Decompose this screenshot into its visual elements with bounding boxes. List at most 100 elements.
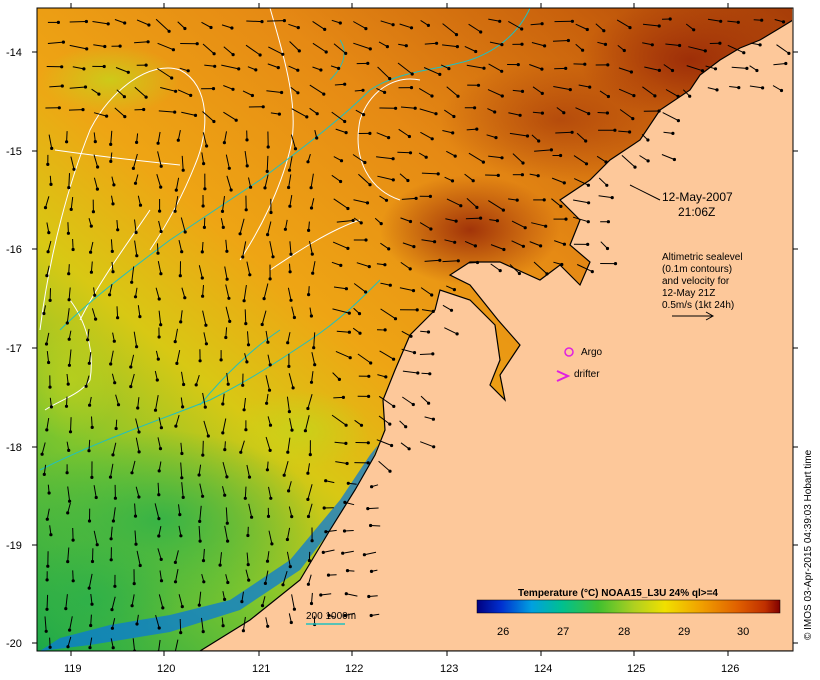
cool-patch (37, 320, 120, 440)
velocity-arrow (356, 262, 370, 268)
velocity-arrow (397, 151, 411, 154)
velocity-arrowhead (426, 23, 430, 27)
velocity-arrowhead (103, 44, 107, 49)
velocity-arrow (488, 63, 502, 72)
velocity-arrow (222, 461, 228, 478)
velocity-arrowhead (105, 114, 109, 118)
velocity-arrow (353, 21, 367, 30)
velocity-arrow (72, 66, 84, 70)
velocity-arrow (90, 614, 92, 626)
velocity-arrow (399, 23, 412, 29)
velocity-arrow (442, 23, 457, 35)
velocity-arrow (331, 111, 345, 122)
velocity-arrowhead (587, 112, 591, 116)
velocity-arrowhead (254, 68, 258, 72)
velocity-arrowhead (366, 461, 370, 465)
velocity-arrowhead (407, 134, 411, 139)
velocity-arrow (487, 89, 503, 97)
velocity-arrow (444, 239, 455, 243)
velocity-arrow (135, 418, 140, 433)
velocity-arrow (311, 371, 314, 383)
map-panel[interactable]: 12-May-2007 21:06Z Altimetric sealevel (… (0, 0, 800, 660)
velocity-arrow (132, 153, 138, 169)
velocity-arrowhead (159, 185, 163, 189)
velocity-arrow (288, 174, 292, 188)
velocity-arrowhead (632, 94, 636, 98)
velocity-arrowhead (518, 113, 522, 117)
velocity-arrowhead (122, 95, 126, 99)
velocity-arrowhead (784, 61, 788, 66)
velocity-arrowhead (287, 410, 291, 414)
velocity-arrow (307, 574, 312, 585)
velocity-arrow (731, 66, 747, 69)
velocity-arrowhead (277, 112, 281, 116)
velocity-arrow (446, 150, 456, 157)
velocity-arrowhead (297, 49, 301, 53)
velocity-arrowhead (545, 272, 549, 276)
velocity-arrowhead (368, 47, 372, 51)
velocity-arrow (376, 439, 392, 446)
velocity-arrowhead (715, 88, 719, 92)
velocity-arrow (688, 46, 706, 52)
velocity-arrow (289, 41, 300, 52)
velocity-arrow (202, 132, 208, 147)
velocity-arrowhead (296, 68, 300, 72)
velocity-arrow (195, 374, 200, 386)
velocity-arrow (199, 483, 204, 497)
velocity-arrowhead (201, 559, 206, 563)
velocity-arrowhead (481, 160, 485, 164)
velocity-arrowhead (204, 342, 208, 346)
velocity-arrow (137, 305, 141, 317)
velocity-arrowhead (416, 371, 420, 375)
velocity-arrowhead (713, 67, 718, 71)
velocity-arrow (489, 41, 503, 46)
velocity-arrow (266, 90, 282, 93)
velocity-arrowhead (431, 309, 435, 313)
velocity-arrowhead (393, 317, 398, 321)
velocity-arrow (331, 174, 341, 182)
velocity-arrow (247, 331, 249, 345)
velocity-arrowhead (271, 255, 275, 259)
velocity-arrowhead (205, 144, 209, 148)
velocity-arrow (157, 151, 162, 167)
velocity-arrowhead (176, 138, 180, 142)
velocity-arrow (346, 593, 358, 597)
velocity-arrowhead (390, 443, 394, 448)
lon-tick-label: 119 (64, 663, 82, 675)
velocity-arrowhead (178, 274, 182, 278)
velocity-arrow (490, 244, 505, 250)
velocity-arrowhead (280, 90, 284, 95)
velocity-arrowhead (742, 51, 746, 55)
velocity-arrow (311, 592, 313, 604)
velocity-arrow (488, 18, 500, 22)
velocity-arrowhead (602, 29, 606, 33)
velocity-arrowhead (106, 22, 110, 26)
velocity-arrowhead (367, 265, 371, 269)
velocity-arrowhead (367, 594, 371, 599)
velocity-arrowhead (138, 203, 143, 207)
velocity-arrowhead (308, 453, 312, 457)
velocity-arrow (244, 309, 247, 324)
velocity-arrow (181, 482, 184, 498)
velocity-arrowhead (111, 519, 115, 523)
velocity-arrowhead (671, 131, 675, 135)
velocity-arrowhead (71, 579, 75, 583)
velocity-arrowhead (282, 473, 286, 477)
velocity-arrow (46, 508, 50, 520)
velocity-arrowhead (408, 151, 413, 155)
velocity-arrowhead (309, 314, 313, 318)
velocity-arrow (554, 240, 565, 245)
velocity-arrowhead (219, 358, 223, 362)
velocity-arrowhead (286, 450, 290, 454)
velocity-arrowhead (258, 53, 262, 57)
velocity-arrow (66, 396, 68, 407)
velocity-arrowhead (67, 448, 71, 452)
velocity-arrow (201, 617, 204, 632)
velocity-arrow (307, 463, 310, 474)
argo-legend: Argo (564, 347, 603, 358)
velocity-arrow (532, 86, 543, 94)
velocity-arrow (531, 42, 545, 47)
drifter-marker-icon (556, 370, 571, 382)
velocity-arrow (158, 525, 162, 537)
velocity-arrow (289, 156, 293, 171)
